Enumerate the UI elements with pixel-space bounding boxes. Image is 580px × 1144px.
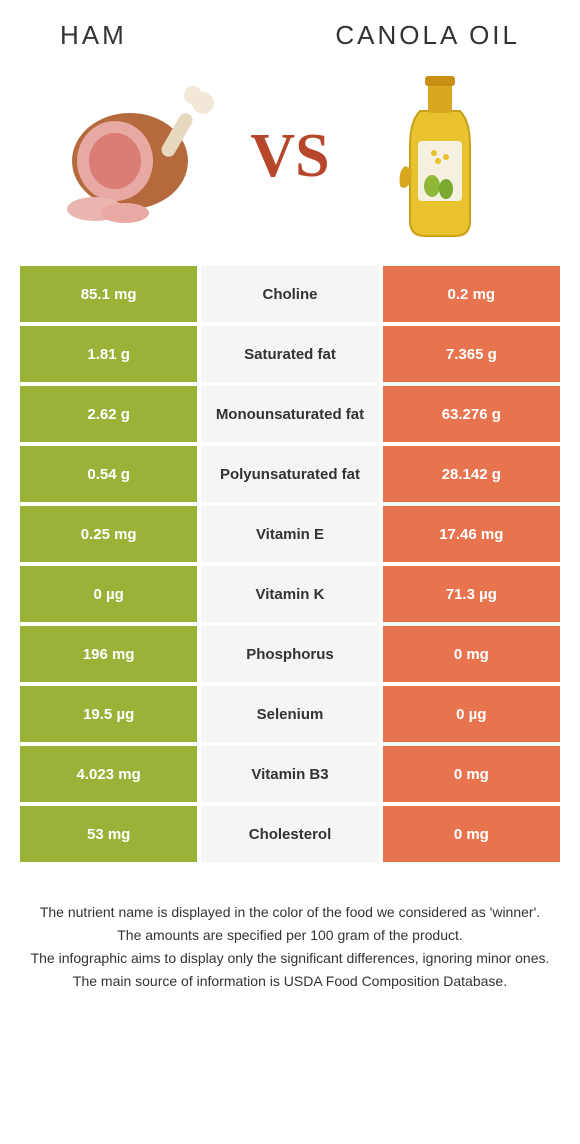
footnote-line: The infographic aims to display only the… [30,948,550,969]
left-value-cell: 0.54 g [20,446,197,502]
right-food-title: CANOLA OIL [335,20,520,51]
right-value-cell: 0 mg [383,746,560,802]
nutrient-name-cell: Monounsaturated fat [201,386,378,442]
left-value-cell: 53 mg [20,806,197,862]
nutrient-name-cell: Phosphorus [201,626,378,682]
footnote-line: The nutrient name is displayed in the co… [30,902,550,923]
table-row: 0.54 gPolyunsaturated fat28.142 g [20,446,560,502]
right-value-cell: 0 µg [383,686,560,742]
right-value-cell: 0 mg [383,626,560,682]
nutrient-name-cell: Polyunsaturated fat [201,446,378,502]
canola-oil-image [350,76,530,236]
table-row: 2.62 gMonounsaturated fat63.276 g [20,386,560,442]
left-value-cell: 19.5 µg [20,686,197,742]
table-row: 196 mgPhosphorus0 mg [20,626,560,682]
vs-label: VS [250,121,329,192]
footnotes: The nutrient name is displayed in the co… [20,902,560,992]
table-row: 4.023 mgVitamin B30 mg [20,746,560,802]
left-value-cell: 2.62 g [20,386,197,442]
nutrient-name-cell: Cholesterol [201,806,378,862]
nutrient-name-cell: Choline [201,266,378,322]
right-value-cell: 17.46 mg [383,506,560,562]
nutrient-name-cell: Saturated fat [201,326,378,382]
table-row: 53 mgCholesterol0 mg [20,806,560,862]
footnote-line: The main source of information is USDA F… [30,971,550,992]
right-value-cell: 28.142 g [383,446,560,502]
left-value-cell: 0 µg [20,566,197,622]
table-row: 19.5 µgSelenium0 µg [20,686,560,742]
table-row: 0.25 mgVitamin E17.46 mg [20,506,560,562]
nutrient-name-cell: Selenium [201,686,378,742]
nutrient-table: 85.1 mgCholine0.2 mg1.81 gSaturated fat7… [20,266,560,862]
right-value-cell: 71.3 µg [383,566,560,622]
canola-oil-icon [390,71,490,241]
nutrient-name-cell: Vitamin K [201,566,378,622]
table-row: 1.81 gSaturated fat7.365 g [20,326,560,382]
right-value-cell: 0.2 mg [383,266,560,322]
left-value-cell: 196 mg [20,626,197,682]
right-value-cell: 0 mg [383,806,560,862]
left-value-cell: 4.023 mg [20,746,197,802]
left-value-cell: 85.1 mg [20,266,197,322]
left-value-cell: 0.25 mg [20,506,197,562]
nutrient-name-cell: Vitamin B3 [201,746,378,802]
right-value-cell: 63.276 g [383,386,560,442]
left-food-title: HAM [60,20,127,51]
left-value-cell: 1.81 g [20,326,197,382]
nutrient-name-cell: Vitamin E [201,506,378,562]
table-row: 85.1 mgCholine0.2 mg [20,266,560,322]
ham-icon [55,81,225,231]
images-row: VS [20,66,560,266]
right-value-cell: 7.365 g [383,326,560,382]
header: HAM CANOLA OIL [20,20,560,51]
ham-image [50,76,230,236]
table-row: 0 µgVitamin K71.3 µg [20,566,560,622]
footnote-line: The amounts are specified per 100 gram o… [30,925,550,946]
